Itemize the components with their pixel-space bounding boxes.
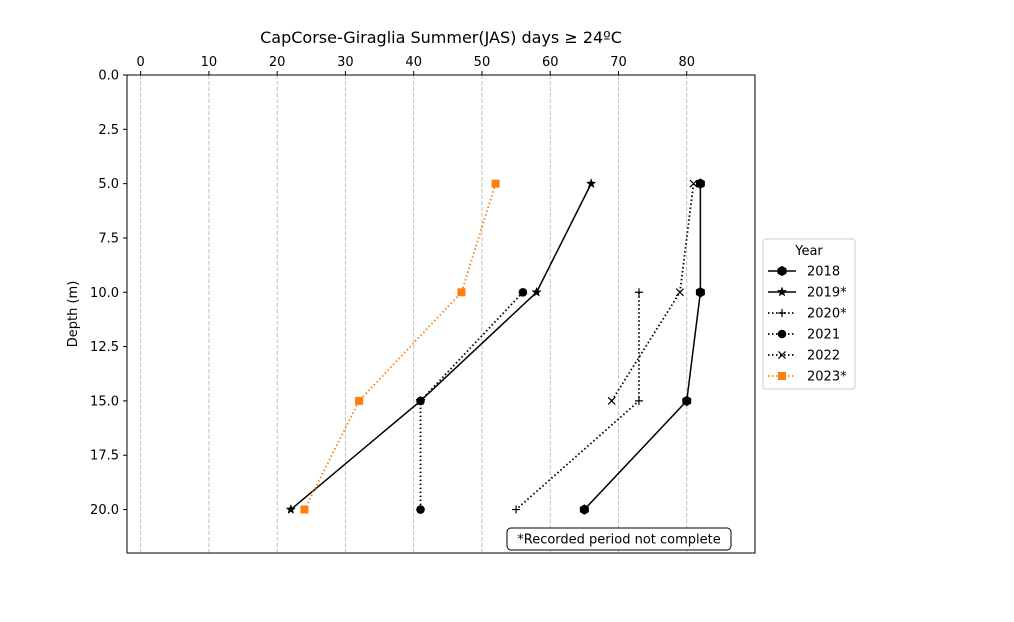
- legend-label: 2018: [807, 265, 840, 280]
- data-point: [777, 265, 787, 277]
- x-tick-label: 70: [610, 55, 627, 70]
- data-point: [355, 396, 364, 405]
- data-point: [778, 372, 786, 380]
- y-tick-label: 5.0: [98, 177, 119, 192]
- y-tick-label: 0.0: [98, 69, 119, 84]
- legend-item: 2019*: [768, 286, 847, 301]
- data-point: [695, 178, 705, 189]
- legend-item: 2023*: [768, 370, 847, 385]
- data-point: [512, 505, 521, 514]
- legend-title: Year: [794, 244, 823, 259]
- annotation-box: [506, 527, 732, 551]
- series-line: [303, 183, 497, 510]
- y-tick-label: 10.0: [90, 286, 119, 301]
- x-tick-label: 10: [201, 55, 218, 70]
- series-line: [290, 183, 592, 511]
- data-point: [607, 396, 616, 405]
- data-point: [689, 179, 698, 188]
- legend: Year 2018 2019* 2020* 2021 2022 2023*: [762, 238, 856, 390]
- x-tick-label: 40: [405, 55, 422, 70]
- x-tick-label: 30: [337, 55, 354, 70]
- data-point: [416, 396, 425, 406]
- annotation: *Recorded period not complete: [506, 527, 732, 551]
- legend-item: 2022: [768, 349, 840, 364]
- data-point: [531, 286, 542, 297]
- data-point: [416, 505, 425, 514]
- y-axis-label: Depth (m): [66, 281, 81, 348]
- data-point: [634, 288, 643, 297]
- series-2021: [416, 287, 528, 514]
- legend-item: 2021: [768, 328, 840, 343]
- annotation-text: *Recorded period not complete: [517, 533, 721, 548]
- y-tick-label: 17.5: [90, 449, 119, 464]
- chart-title: CapCorse-Giraglia Summer(JAS) days ≥ 24º…: [260, 28, 622, 47]
- data-point: [778, 309, 786, 317]
- series-line: [583, 183, 702, 511]
- legend-label: 2021: [807, 328, 840, 343]
- x-tick-label: 0: [137, 55, 145, 70]
- x-tick-label: 50: [474, 55, 491, 70]
- data-point: [491, 179, 500, 188]
- y-tick-label: 20.0: [90, 503, 119, 518]
- x-tick-label: 60: [542, 55, 559, 70]
- data-point: [285, 504, 297, 515]
- legend-label: 2022: [807, 349, 840, 364]
- legend-label: 2019*: [807, 286, 847, 301]
- x-tick-label: 20: [269, 55, 286, 70]
- data-point: [457, 288, 466, 297]
- plot-frame: [126, 74, 756, 554]
- legend-item: 2018: [768, 265, 840, 280]
- data-point: [634, 396, 643, 405]
- x-tick-label: 80: [678, 55, 695, 70]
- y-tick-label: 15.0: [90, 394, 119, 409]
- legend-label: 2020*: [807, 307, 847, 322]
- legend-label: 2023*: [807, 370, 847, 385]
- data-point: [675, 288, 684, 297]
- series-2018: [579, 178, 705, 515]
- data-point: [777, 329, 787, 339]
- series-2023: [300, 179, 500, 514]
- data-point: [776, 286, 788, 297]
- legend-item: 2020*: [768, 307, 847, 322]
- series-2022: [607, 179, 698, 405]
- data-point: [300, 505, 309, 514]
- data-point: [518, 287, 528, 297]
- data-point: [695, 287, 705, 298]
- series-2020: [512, 288, 643, 514]
- data-point: [585, 178, 597, 189]
- y-tick-label: 2.5: [98, 123, 119, 138]
- data-point: [682, 395, 692, 407]
- y-tick-label: 7.5: [98, 231, 119, 246]
- data-point: [777, 350, 787, 360]
- y-tick-label: 12.5: [90, 340, 119, 355]
- legend-box: [762, 238, 856, 390]
- data-point: [579, 504, 589, 515]
